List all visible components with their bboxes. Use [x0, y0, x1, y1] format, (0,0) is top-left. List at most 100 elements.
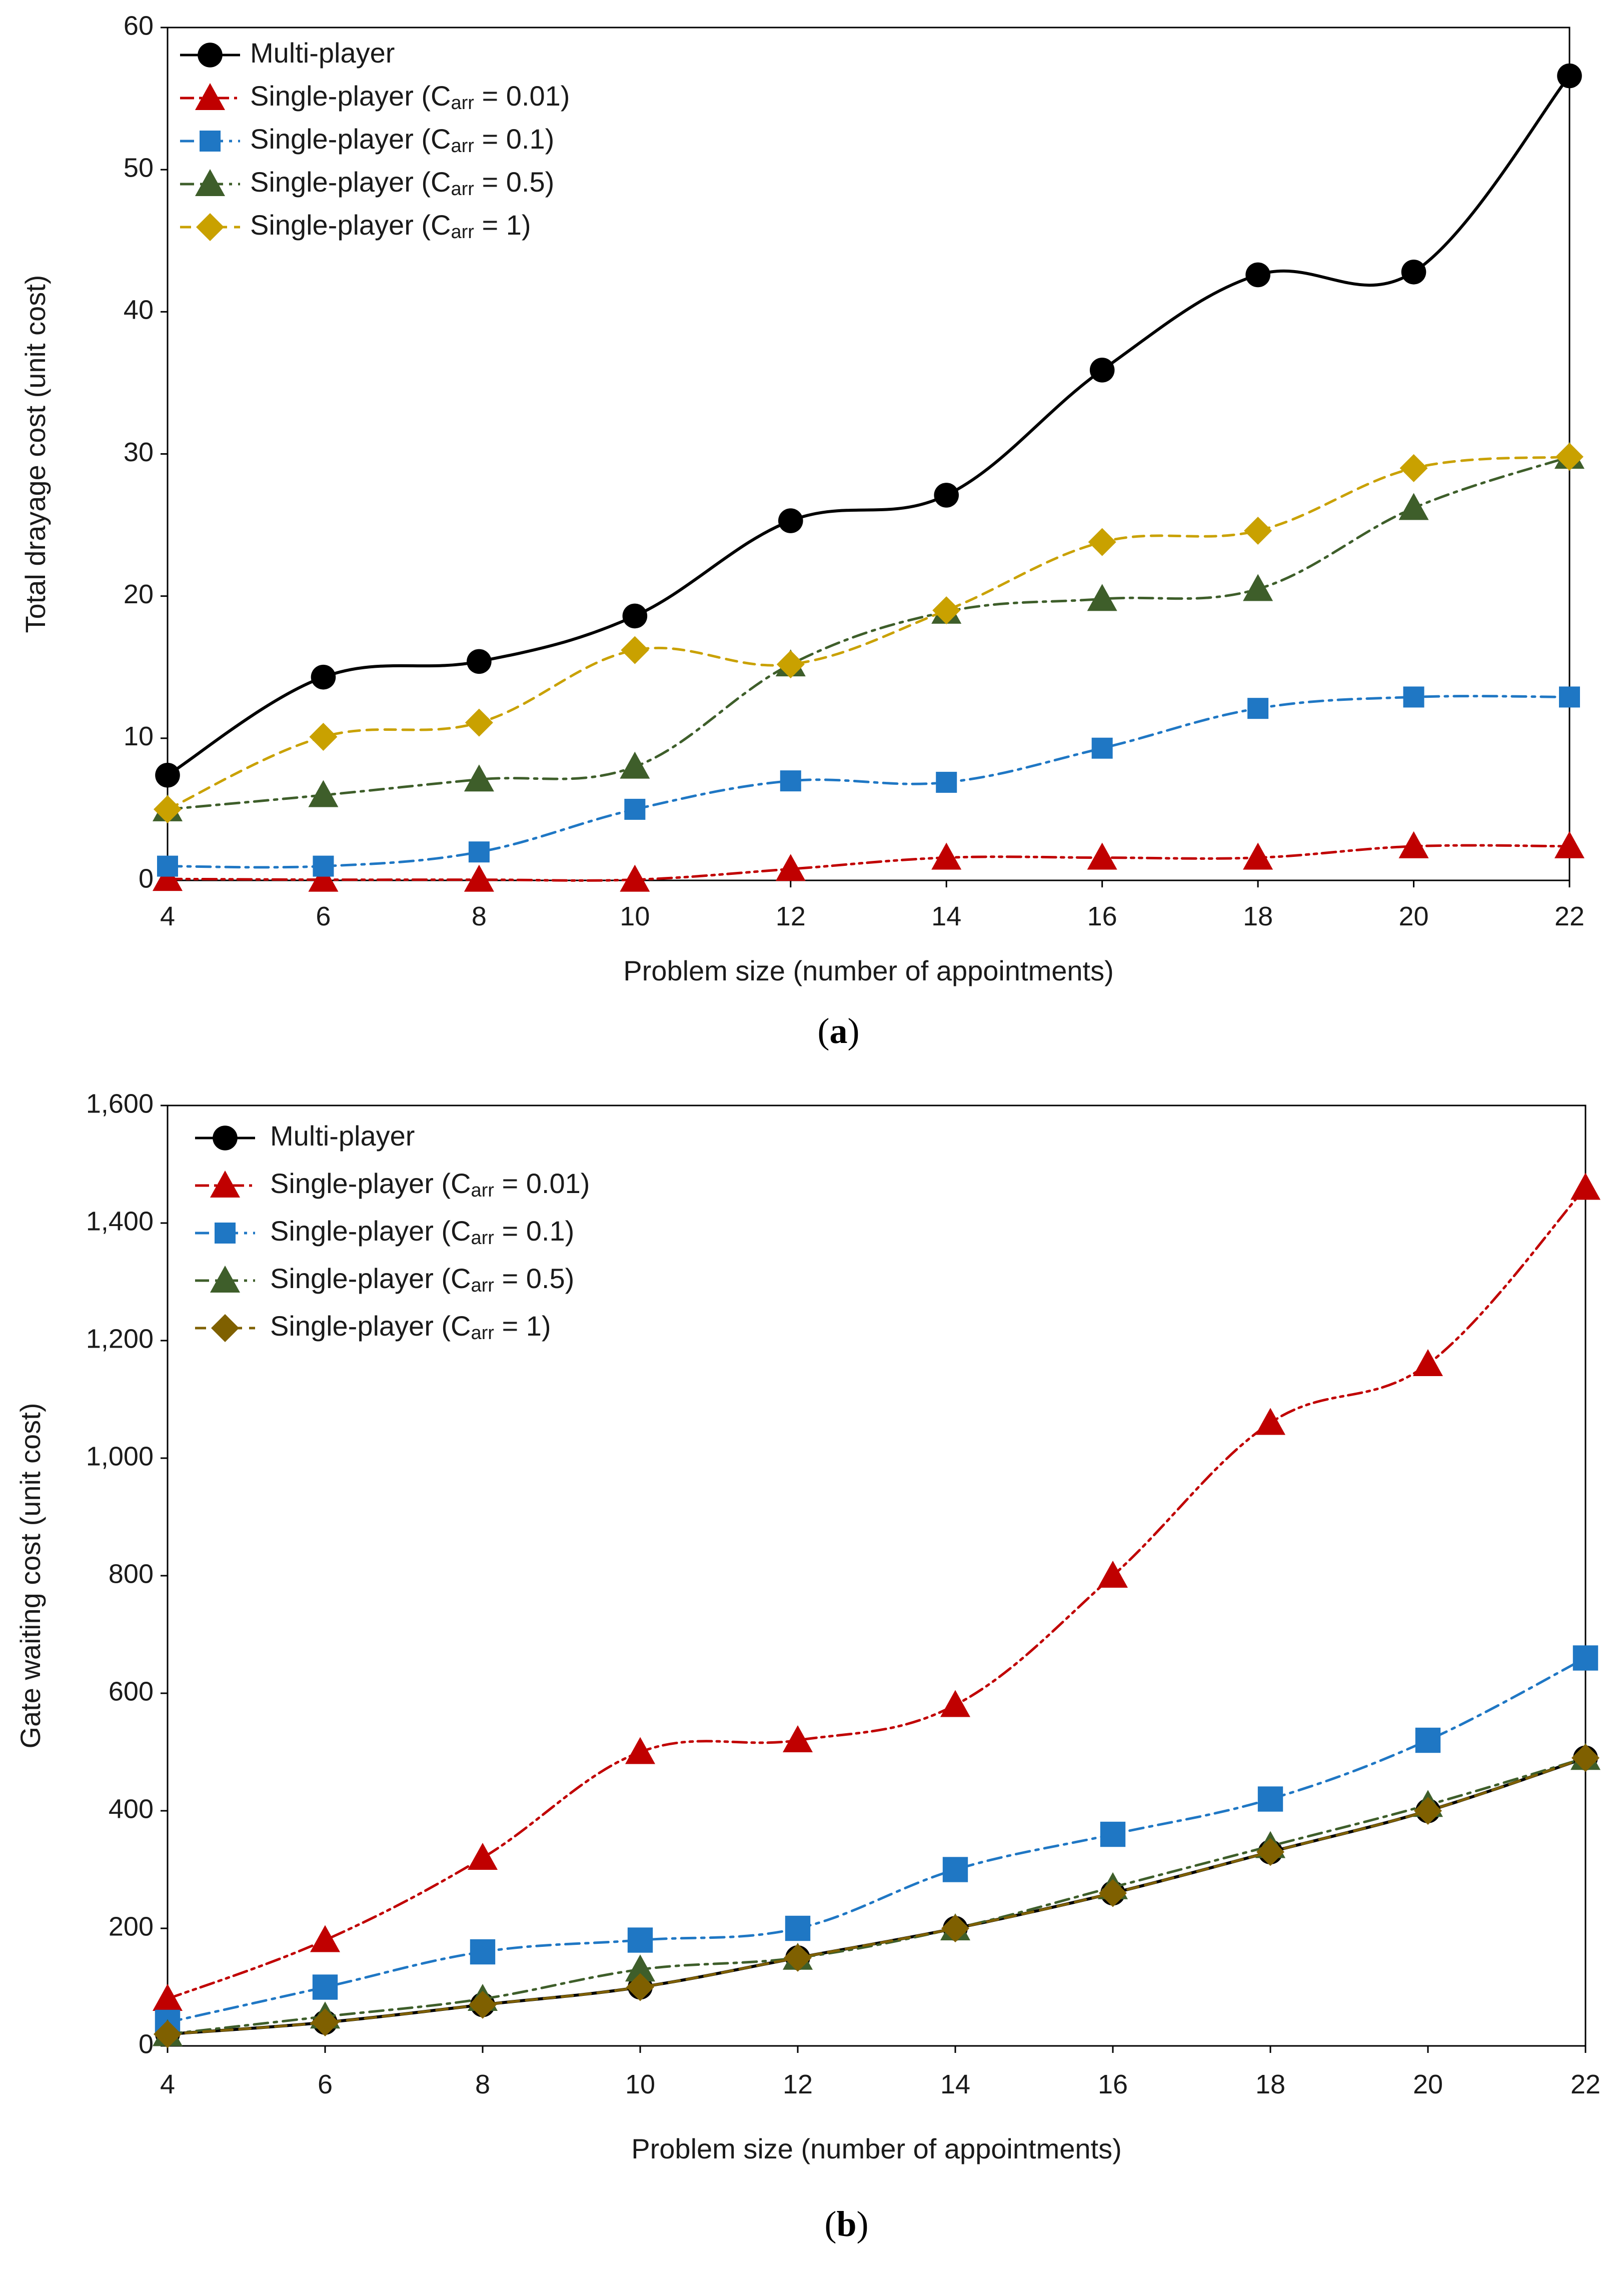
y-tick-label: 600 [109, 1676, 154, 1706]
y-tick-label: 0 [139, 863, 154, 893]
y-tick-label: 200 [109, 1911, 154, 1941]
data-point [157, 855, 178, 877]
y-tick-label: 20 [124, 579, 154, 609]
data-point [1087, 842, 1117, 870]
x-tick-label: 8 [472, 901, 487, 931]
data-point [470, 1939, 496, 1965]
y-axis-label: Gate waiting cost (unit cost) [15, 1403, 46, 1749]
data-point [1244, 516, 1272, 545]
data-point [1414, 1797, 1442, 1825]
legend-swatch-marker [210, 1266, 240, 1293]
data-point [1099, 1879, 1127, 1907]
y-tick-label: 1,000 [86, 1441, 154, 1471]
data-point [1098, 1561, 1128, 1588]
data-point [1088, 528, 1116, 556]
series-2 [157, 686, 1580, 877]
data-point [1091, 737, 1113, 759]
series-line [166, 695, 1571, 869]
x-tick-label: 20 [1413, 2069, 1443, 2099]
data-point [620, 751, 650, 779]
legend-swatch-marker [195, 83, 225, 110]
data-point [468, 1843, 498, 1870]
data-point [625, 1954, 655, 1982]
legend-item-label: Single-player (Carr = 1) [250, 209, 531, 243]
series-0 [155, 1745, 1598, 2047]
data-point [312, 1974, 338, 2000]
x-tick-label: 4 [160, 2069, 175, 2099]
x-tick-label: 6 [318, 2069, 333, 2099]
series-line [166, 1756, 1587, 2035]
data-point [1255, 1408, 1285, 1435]
x-tick-label: 18 [1255, 2069, 1285, 2099]
data-point [1247, 698, 1269, 719]
legend-swatch-marker [200, 131, 221, 152]
series-line [166, 1657, 1587, 2024]
y-tick-label: 1,200 [86, 1324, 154, 1354]
x-tick-label: 8 [475, 2069, 490, 2099]
series-2 [155, 1645, 1598, 2035]
x-tick-label: 4 [160, 901, 175, 931]
data-point [1559, 686, 1580, 708]
data-point [1243, 574, 1273, 601]
y-tick-label: 400 [109, 1794, 154, 1824]
x-tick-label: 16 [1098, 2069, 1128, 2099]
plot-frame [167, 1104, 1586, 2047]
data-point [784, 1943, 812, 1972]
legend-item-label: Multi-player [250, 37, 395, 69]
series-line [166, 455, 1571, 811]
y-tick-label: 0 [139, 2029, 154, 2059]
data-point [932, 596, 961, 625]
data-point [1413, 1349, 1443, 1376]
data-point [1403, 686, 1424, 708]
legend-item-3: Single-player (Carr = 0.5) [180, 166, 554, 200]
legend: Multi-player Single-player (Carr = 0.01) S… [195, 1120, 590, 1344]
y-tick-label: 10 [124, 721, 154, 751]
data-point [1256, 1838, 1284, 1866]
panel-label: (b) [824, 2204, 868, 2244]
data-point [309, 722, 338, 751]
series-3 [153, 1743, 1600, 2046]
data-point [1555, 443, 1583, 471]
data-point [1399, 454, 1428, 482]
legend-swatch-marker [198, 43, 223, 68]
data-point [311, 2008, 339, 2036]
data-point [311, 664, 336, 690]
y-tick-label: 30 [124, 437, 154, 467]
data-point [1572, 1645, 1598, 1671]
data-point [153, 1984, 183, 2011]
series-line [166, 1756, 1587, 2035]
data-point [467, 649, 492, 674]
data-point [154, 2020, 182, 2048]
data-point [783, 1725, 813, 1752]
series-0 [155, 63, 1582, 788]
data-point [936, 771, 957, 793]
legend-item-label: Single-player (Carr = 0.01) [250, 80, 570, 114]
data-point [469, 1990, 497, 2019]
legend-item-1: Single-player (Carr = 0.01) [195, 1168, 590, 1201]
x-axis-label: Problem size (number of appointments) [623, 955, 1113, 986]
data-point [313, 855, 334, 877]
data-point [308, 780, 339, 807]
data-point [154, 795, 182, 823]
series-3 [153, 442, 1584, 821]
legend-item-label: Single-player (Carr = 0.5) [250, 166, 554, 200]
data-point [778, 508, 803, 533]
legend-item-2: Single-player (Carr = 0.1) [195, 1215, 574, 1249]
legend-item-4: Single-player (Carr = 1) [180, 209, 531, 243]
x-tick-label: 16 [1087, 901, 1117, 931]
data-point [308, 864, 339, 892]
data-point [624, 798, 646, 820]
data-point [942, 1857, 968, 1882]
series-1 [153, 1173, 1600, 2011]
legend-item-label: Single-player (Carr = 0.5) [270, 1263, 574, 1296]
data-point [1557, 63, 1582, 89]
data-point [931, 842, 962, 870]
series-line [166, 1756, 1587, 2036]
x-tick-label: 20 [1399, 901, 1429, 931]
data-point [1571, 1744, 1599, 1772]
data-point [464, 864, 494, 892]
legend-item-0: Multi-player [180, 37, 395, 69]
x-tick-label: 14 [931, 901, 961, 931]
legend-swatch-marker [215, 1223, 236, 1244]
